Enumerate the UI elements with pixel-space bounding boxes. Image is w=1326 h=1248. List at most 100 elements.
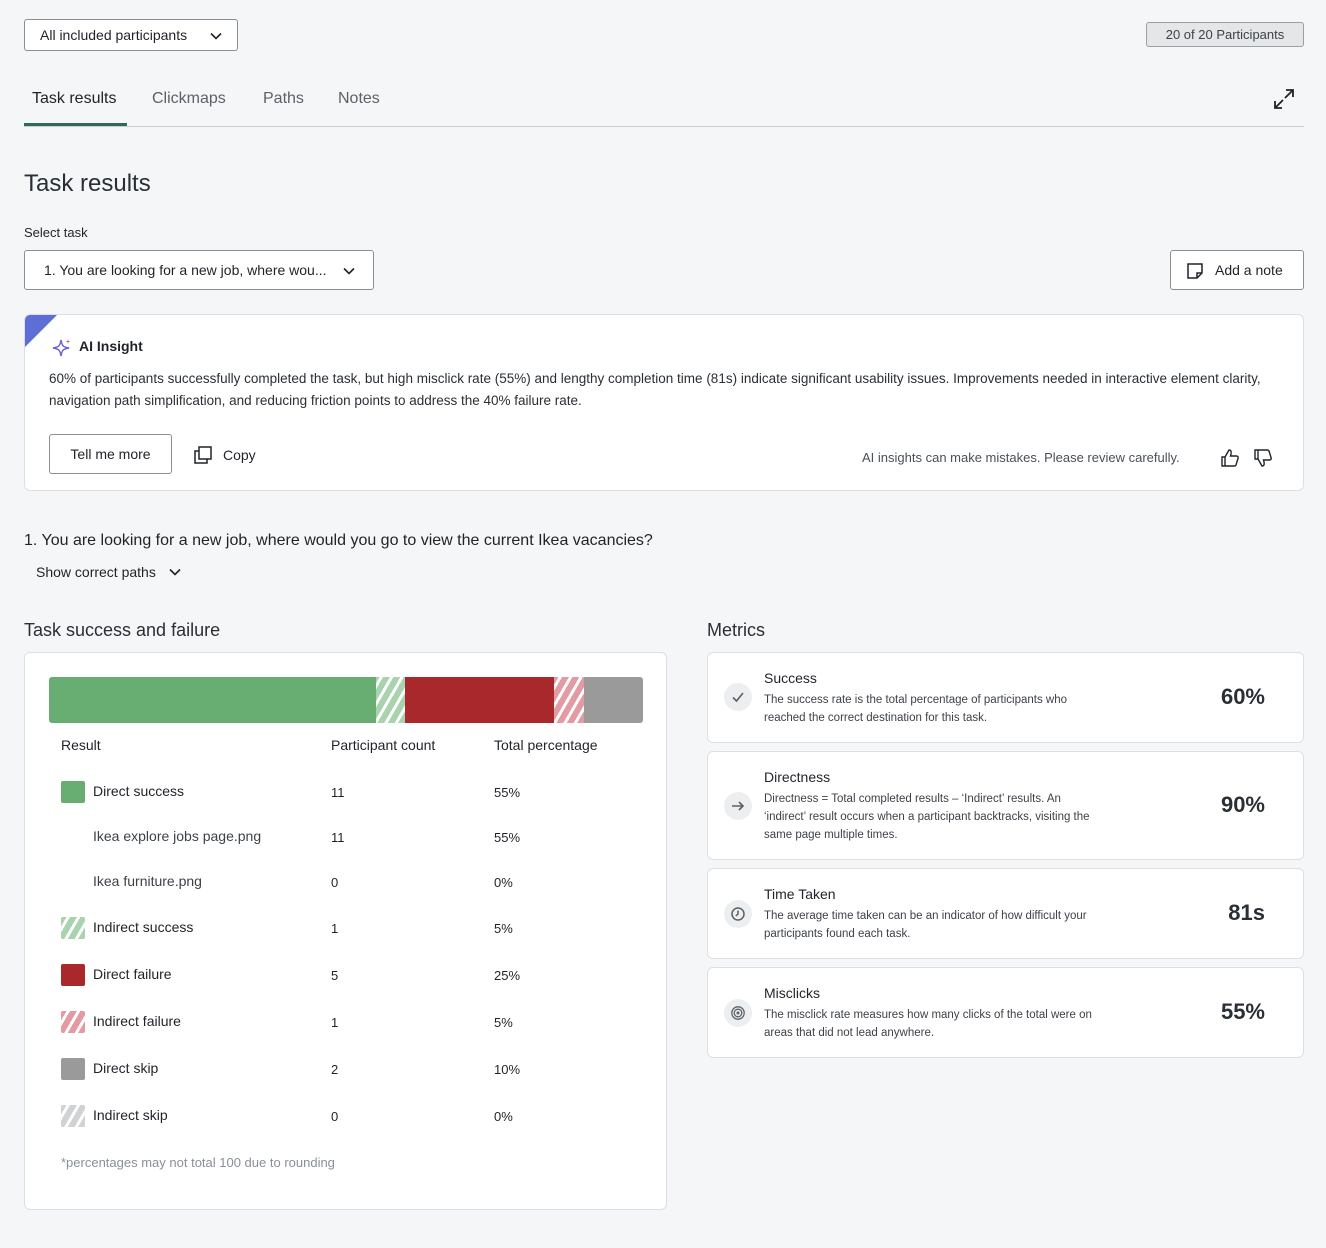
tab-notes[interactable]: Notes	[338, 90, 380, 107]
result-count: 5	[331, 968, 339, 983]
result-row-indirect-failure: Indirect failure 1 5%	[25, 1007, 668, 1037]
indirect-failure-swatch	[61, 1011, 85, 1033]
metric-card-success: Success The success rate is the total pe…	[707, 652, 1304, 743]
result-row-destination: Ikea explore jobs page.png 11 55%	[25, 822, 668, 852]
thumbs-down-icon[interactable]	[1253, 448, 1273, 468]
result-label: Indirect success	[93, 919, 194, 935]
bar-segment-direct-success	[49, 677, 376, 723]
tell-me-more-button[interactable]: Tell me more	[49, 434, 172, 474]
result-row-direct-skip: Direct skip 2 10%	[25, 1054, 668, 1084]
chevron-down-icon	[169, 568, 181, 576]
result-row-destination: Ikea furniture.png 0 0%	[25, 867, 668, 897]
task-select-dropdown[interactable]: 1. You are looking for a new job, where …	[24, 250, 374, 290]
rounding-footnote: *percentages may not total 100 due to ro…	[61, 1155, 335, 1170]
show-correct-paths-toggle[interactable]: Show correct paths	[36, 564, 182, 580]
ai-insight-text: 60% of participants successfully complet…	[49, 371, 1261, 408]
result-count: 2	[331, 1062, 339, 1077]
check-icon	[724, 683, 752, 711]
metric-title: Time Taken	[764, 886, 836, 902]
metric-description: The average time taken can be an indicat…	[764, 910, 1087, 940]
metric-card-misclicks: Misclicks The misclick rate measures how…	[707, 967, 1304, 1058]
count-column-header: Participant count	[331, 737, 436, 753]
direct-failure-swatch	[61, 964, 85, 986]
result-count: 1	[331, 921, 339, 936]
tab-clickmaps[interactable]: Clickmaps	[152, 90, 226, 107]
result-label: Direct skip	[93, 1060, 159, 1076]
metric-description: The success rate is the total percentage…	[764, 694, 1067, 724]
percentage-column-header: Total percentage	[494, 737, 598, 753]
indirect-success-swatch	[61, 917, 85, 939]
metric-value: 81s	[1228, 900, 1265, 925]
bar-segment-indirect-failure	[553, 677, 584, 723]
result-row-indirect-skip: Indirect skip 0 0%	[25, 1101, 668, 1131]
note-icon	[1187, 263, 1203, 279]
result-label: Indirect skip	[93, 1107, 168, 1123]
metric-value: 90%	[1220, 792, 1265, 817]
arrow-right-icon	[724, 792, 752, 820]
target-icon	[724, 999, 752, 1027]
direct-skip-swatch	[61, 1058, 85, 1080]
result-percentage: 25%	[494, 968, 521, 983]
metric-description: The misclick rate measures how many clic…	[764, 1009, 1092, 1039]
result-percentage: 55%	[494, 830, 521, 845]
bar-segment-direct-failure	[405, 677, 554, 723]
result-label: Direct success	[93, 783, 185, 799]
result-stacked-bar	[49, 677, 643, 723]
result-row-direct-success: Direct success 11 55%	[25, 777, 668, 807]
show-correct-paths-label: Show correct paths	[36, 564, 156, 580]
tab-paths[interactable]: Paths	[263, 90, 304, 107]
metric-card-time-taken: Time Taken The average time taken can be…	[707, 868, 1304, 959]
ai-insight-title: AI Insight	[79, 338, 143, 354]
tab-task-results[interactable]: Task results	[32, 90, 117, 107]
result-percentage: 55%	[494, 785, 521, 800]
metric-description: Directness = Total completed results – ‘…	[764, 793, 1090, 841]
copy-icon	[194, 446, 212, 464]
result-count: 1	[331, 1015, 339, 1030]
task-select-value: 1. You are looking for a new job, where …	[44, 262, 327, 278]
destination-label: Ikea explore jobs page.png	[93, 828, 262, 844]
chevron-down-icon	[343, 267, 355, 275]
bar-segment-direct-skip	[583, 677, 643, 723]
copy-button[interactable]: Copy	[193, 444, 256, 466]
metric-value: 55%	[1220, 999, 1265, 1024]
copy-label: Copy	[223, 447, 256, 463]
metric-title: Directness	[764, 769, 831, 785]
add-note-button[interactable]: Add a note	[1170, 250, 1304, 290]
metric-title: Success	[764, 670, 817, 686]
result-percentage: 10%	[494, 1062, 521, 1077]
result-count: 11	[331, 830, 345, 845]
metric-title: Misclicks	[764, 985, 820, 1001]
select-task-label: Select task	[24, 225, 88, 240]
result-percentage: 0%	[494, 875, 513, 890]
result-percentage: 5%	[494, 1015, 513, 1030]
metrics-title: Metrics	[707, 620, 765, 640]
result-label: Direct failure	[93, 966, 172, 982]
participant-filter-label: All included participants	[40, 27, 188, 43]
clock-icon	[724, 900, 752, 928]
bar-segment-indirect-success	[375, 677, 406, 723]
sparkle-icon	[52, 339, 71, 357]
result-count: 0	[331, 875, 339, 890]
destination-label: Ikea furniture.png	[93, 873, 202, 889]
active-tab-indicator	[24, 123, 127, 126]
success-failure-title: Task success and failure	[24, 620, 221, 640]
result-row-direct-failure: Direct failure 5 25%	[25, 960, 668, 990]
ai-corner-accent	[25, 315, 57, 347]
result-column-header: Result	[61, 737, 101, 753]
result-percentage: 0%	[494, 1109, 513, 1124]
participant-filter-dropdown[interactable]: All included participants	[24, 19, 238, 51]
result-row-indirect-success: Indirect success 1 5%	[25, 913, 668, 943]
result-count: 11	[331, 785, 345, 800]
metric-card-directness: Directness Directness = Total completed …	[707, 751, 1304, 860]
participants-count-badge: 20 of 20 Participants	[1146, 22, 1304, 47]
page-title: Task results	[24, 170, 151, 197]
ai-disclaimer: AI insights can make mistakes. Please re…	[862, 450, 1180, 465]
ai-insight-card: AI Insight 60% of participants successfu…	[24, 314, 1304, 491]
task-question: 1. You are looking for a new job, where …	[24, 532, 653, 549]
direct-success-swatch	[61, 781, 85, 803]
success-failure-card: Result Participant count Total percentag…	[24, 652, 667, 1210]
expand-icon[interactable]	[1272, 87, 1296, 111]
indirect-skip-swatch	[61, 1105, 85, 1127]
thumbs-up-icon[interactable]	[1220, 448, 1240, 468]
result-percentage: 5%	[494, 921, 513, 936]
